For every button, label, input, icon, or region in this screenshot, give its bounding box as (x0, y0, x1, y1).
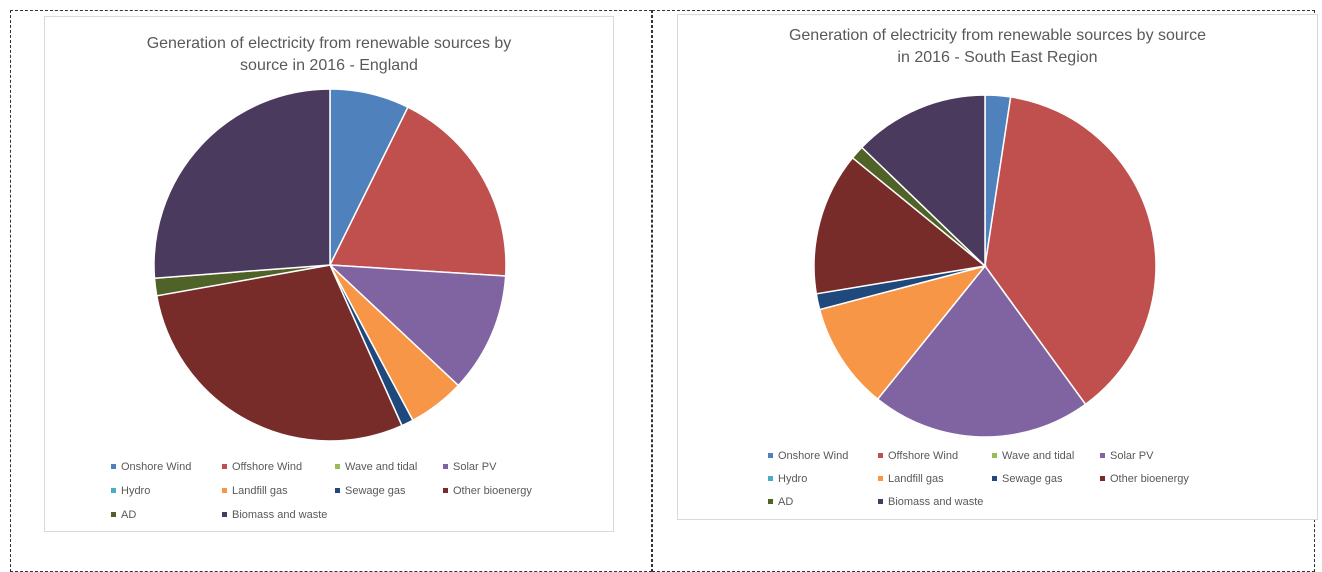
pie-slice-other-bioenergy (813, 156, 987, 295)
legend-item-landfill-gas: Landfill gas (878, 473, 944, 485)
legend-swatch (878, 475, 883, 481)
chart-south-east: Generation of electricity from renewable… (677, 14, 1318, 520)
legend-label: Onshore Wind (778, 450, 849, 462)
legend-item-ad: AD (111, 509, 136, 521)
legend-label: Other bioenergy (1110, 473, 1189, 485)
legend-label: Landfill gas (888, 473, 944, 485)
legend-swatch (768, 475, 773, 481)
legend-swatch (222, 487, 227, 493)
legend: Onshore Wind Offshore Wind Wave and tidal S… (45, 17, 615, 533)
legend-label: Solar PV (453, 461, 497, 473)
pie-slice-offshore-wind (328, 106, 507, 277)
legend-swatch (111, 463, 116, 469)
pie-slice-solar-pv (327, 264, 507, 387)
legend-label: Hydro (121, 485, 151, 497)
legend-swatch (768, 452, 773, 458)
legend-item-onshore-wind: Onshore Wind (111, 461, 191, 473)
pie-chart-south-east (813, 94, 1157, 438)
legend-swatch (111, 511, 116, 517)
legend-swatch (878, 452, 883, 458)
legend-item-biomass-and-waste: Biomass and waste (222, 509, 327, 521)
legend-label: Biomass and waste (232, 509, 328, 521)
legend-swatch (878, 498, 883, 504)
pie-slice-biomass-and-waste (860, 94, 986, 268)
pie-slice-biomass-and-waste (153, 88, 331, 280)
legend-label: Offshore Wind (888, 450, 959, 462)
legend-item-other-bioenergy: Other bioenergy (1100, 473, 1189, 485)
legend-swatch (1100, 452, 1105, 458)
legend-label: Solar PV (1110, 450, 1154, 462)
legend-item-hydro: Hydro (111, 485, 150, 497)
legend-label: Wave and tidal (1002, 450, 1075, 462)
legend-label: Sewage gas (1002, 473, 1063, 485)
legend-item-offshore-wind: Offshore Wind (878, 450, 958, 462)
legend-swatch (111, 487, 116, 493)
pie-slice-other-bioenergy (155, 264, 403, 442)
legend-label: Sewage gas (345, 485, 406, 497)
pie-chart-england (153, 88, 507, 442)
legend-label: Other bioenergy (453, 485, 532, 497)
legend-item-other-bioenergy: Other bioenergy (443, 485, 532, 497)
legend-label: Onshore Wind (121, 461, 192, 473)
legend-label: AD (121, 509, 137, 521)
legend-swatch (222, 463, 227, 469)
pie-slice-offshore-wind (984, 96, 1157, 406)
legend-item-biomass-and-waste: Biomass and waste (878, 496, 983, 508)
legend-item-solar-pv: Solar PV (443, 461, 496, 473)
legend-item-wave-and-tidal: Wave and tidal (335, 461, 417, 473)
legend-label: Landfill gas (232, 485, 288, 497)
legend-item-sewage-gas: Sewage gas (992, 473, 1063, 485)
legend-swatch (992, 452, 997, 458)
legend-item-ad: AD (768, 496, 793, 508)
pie-slice-solar-pv (876, 264, 1087, 438)
legend-swatch (335, 463, 340, 469)
legend-label: Hydro (778, 473, 808, 485)
legend-item-onshore-wind: Onshore Wind (768, 450, 848, 462)
legend-swatch (992, 475, 997, 481)
legend-item-offshore-wind: Offshore Wind (222, 461, 302, 473)
legend-label: AD (778, 496, 794, 508)
legend-item-solar-pv: Solar PV (1100, 450, 1153, 462)
legend-item-wave-and-tidal: Wave and tidal (992, 450, 1074, 462)
chart-title: Generation of electricity from renewable… (788, 27, 1207, 66)
legend-swatch (443, 463, 448, 469)
legend-label: Wave and tidal (345, 461, 418, 473)
legend-swatch (768, 498, 773, 504)
legend-swatch (1100, 475, 1105, 481)
chart-title: Generation of electricity from renewable… (146, 35, 512, 74)
legend-label: Biomass and waste (888, 496, 984, 508)
legend-swatch (443, 487, 448, 493)
legend-item-landfill-gas: Landfill gas (222, 485, 288, 497)
chart-england: Generation of electricity from renewable… (44, 16, 614, 532)
legend-item-hydro: Hydro (768, 473, 807, 485)
legend-swatch (335, 487, 340, 493)
legend-swatch (222, 511, 227, 517)
legend-item-sewage-gas: Sewage gas (335, 485, 406, 497)
legend: Onshore Wind Offshore Wind Wave and tidal S… (678, 15, 1319, 521)
legend-label: Offshore Wind (232, 461, 303, 473)
